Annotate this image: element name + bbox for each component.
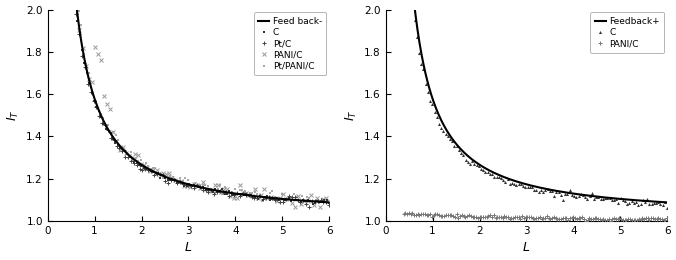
Pt/PANI/C	[253, 193, 261, 196]
Feedback+	[431, 105, 439, 108]
C	[663, 206, 671, 210]
Legend: Feedback+, C, PANI/C: Feedback+, C, PANI/C	[590, 12, 665, 53]
C	[654, 200, 662, 203]
PANI/C	[488, 216, 496, 219]
C	[608, 198, 616, 201]
Text: (b): (b)	[638, 16, 658, 29]
Feed back-	[147, 169, 155, 172]
PANI/C	[110, 131, 118, 134]
PANI/C	[143, 166, 151, 169]
Pt/PANI/C	[315, 202, 323, 205]
Feed back-	[227, 191, 235, 194]
Feed back-	[93, 105, 101, 108]
PANI/C	[400, 212, 408, 215]
PANI/C	[585, 217, 594, 220]
Pt/PANI/C	[256, 194, 264, 197]
Pt/C	[247, 196, 256, 199]
Feed back-	[166, 177, 174, 180]
Y-axis label: I$_T$: I$_T$	[5, 109, 21, 121]
Feedback+	[663, 201, 671, 204]
C	[546, 190, 554, 193]
PANI/C	[663, 217, 671, 220]
PANI/C	[325, 199, 333, 202]
C	[455, 148, 463, 151]
Pt/C	[282, 198, 290, 201]
C	[192, 185, 200, 188]
X-axis label: L: L	[523, 242, 530, 255]
Line: Feed back-: Feed back-	[66, 0, 329, 202]
PANI/C	[316, 206, 324, 209]
C	[249, 196, 257, 199]
Pt/C	[70, 0, 78, 1]
Line: C: C	[402, 0, 669, 210]
Feed back-	[253, 195, 261, 198]
C	[400, 0, 408, 1]
Line: PANI/C: PANI/C	[402, 211, 669, 223]
C	[320, 199, 329, 202]
Pt/C	[305, 205, 313, 208]
PANI/C	[146, 170, 154, 173]
Feedback+	[565, 191, 573, 194]
Feedback+	[591, 195, 599, 198]
PANI/C	[581, 219, 589, 223]
Pt/C	[147, 169, 155, 172]
Pt/PANI/C	[322, 200, 331, 203]
PANI/C	[550, 216, 558, 219]
Pt/C	[104, 128, 112, 132]
C	[325, 201, 333, 204]
Line: Feedback+: Feedback+	[404, 0, 667, 202]
PANI/C	[310, 203, 318, 206]
C	[470, 162, 479, 166]
PANI/C	[621, 218, 629, 221]
PANI/C	[506, 218, 514, 221]
Line: PANI/C: PANI/C	[68, 0, 331, 209]
Feedback+	[589, 195, 598, 198]
Pt/PANI/C	[325, 201, 333, 204]
C	[185, 183, 193, 186]
C	[311, 201, 319, 204]
PANI/C	[195, 186, 203, 190]
Line: Pt/PANI/C: Pt/PANI/C	[70, 0, 331, 205]
Pt/PANI/C	[102, 124, 110, 127]
C	[581, 196, 589, 199]
Y-axis label: I$_T$: I$_T$	[343, 109, 359, 121]
Text: (a): (a)	[300, 16, 320, 29]
PANI/C	[539, 216, 548, 219]
C	[66, 0, 74, 1]
Feed back-	[251, 195, 260, 198]
PANI/C	[405, 211, 413, 214]
Feedback+	[504, 177, 512, 180]
PANI/C	[155, 172, 164, 176]
Pt/C	[316, 198, 324, 202]
X-axis label: L: L	[185, 242, 192, 255]
Line: Pt/C: Pt/C	[72, 0, 331, 209]
Pt/C	[325, 203, 333, 206]
Line: C: C	[69, 0, 331, 205]
Legend: Feed back-, C, Pt/C, PANI/C, Pt/PANI/C: Feed back-, C, Pt/C, PANI/C, Pt/PANI/C	[254, 12, 327, 75]
Feed back-	[325, 201, 333, 204]
Pt/PANI/C	[178, 179, 187, 182]
C	[142, 167, 150, 171]
Feedback+	[485, 169, 493, 172]
C	[308, 202, 316, 205]
Pt/C	[288, 196, 296, 199]
